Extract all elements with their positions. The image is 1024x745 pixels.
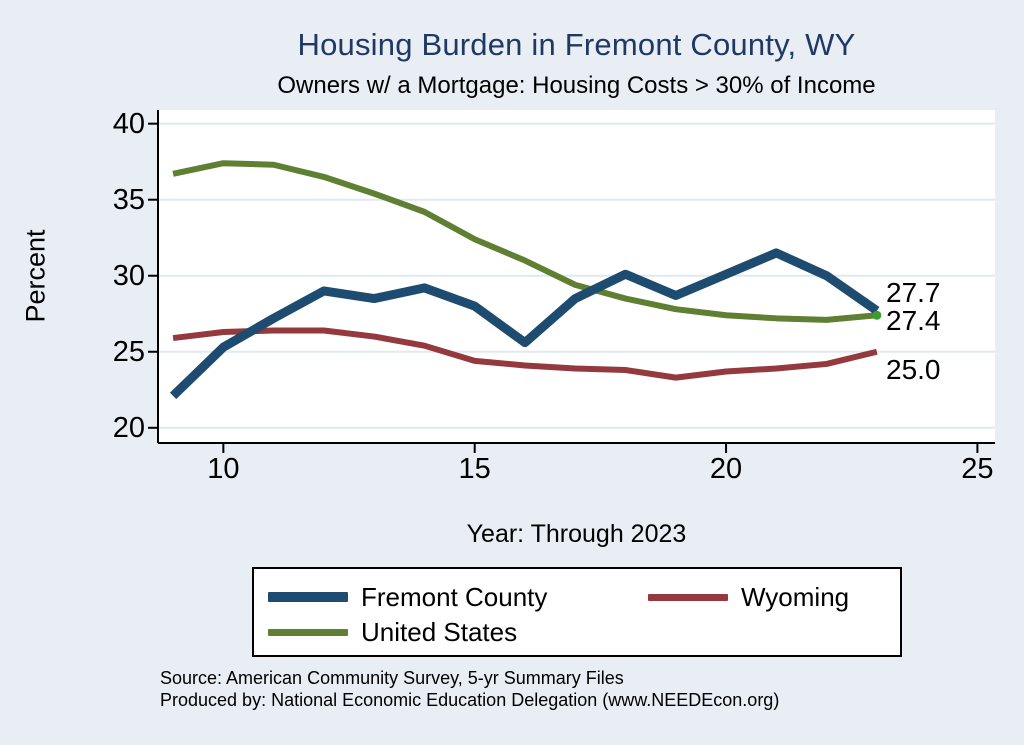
y-tick-label: 30 <box>112 259 145 292</box>
x-axis-title: Year: Through 2023 <box>466 520 687 548</box>
end-value-label-fremont-county: 27.7 <box>886 276 941 308</box>
x-tick-label: 25 <box>961 453 994 485</box>
legend-item-wyoming: Wyoming <box>648 581 849 613</box>
series-end-marker-united-states <box>872 310 882 320</box>
produced-by-note: Produced by: National Economic Education… <box>160 690 780 710</box>
legend-item-fremont-county: Fremont County <box>268 581 547 613</box>
legend-label-wyoming: Wyoming <box>741 581 850 612</box>
end-value-label-united-states: 27.4 <box>886 305 941 337</box>
end-value-label-wyoming: 25.0 <box>886 353 941 385</box>
y-tick-label: 20 <box>112 411 145 444</box>
series-line-wyoming <box>172 327 878 381</box>
series-line-fremont-county <box>169 248 880 400</box>
legend-label-united-states: United States <box>361 616 518 647</box>
source-note: Source: American Community Survey, 5-yr … <box>160 668 624 688</box>
chart-subtitle: Owners w/ a Mortgage: Housing Costs > 30… <box>277 72 876 99</box>
footer-notes: Source: American Community Survey, 5-yr … <box>160 667 1000 711</box>
legend: Fremont County Wyoming United States <box>252 567 902 657</box>
y-tick-label: 25 <box>112 335 145 368</box>
x-tick-label: 15 <box>458 453 491 485</box>
x-tick-label: 10 <box>207 453 240 485</box>
legend-item-united-states: United States <box>268 616 517 648</box>
legend-label-fremont-county: Fremont County <box>361 581 548 612</box>
y-axis-title: Percent <box>20 229 51 323</box>
series-line-united-states <box>172 160 878 323</box>
legend-swatch-wyoming <box>648 593 728 601</box>
legend-swatch-united-states <box>268 628 348 636</box>
y-tick-label: 40 <box>112 107 145 140</box>
x-tick-label: 20 <box>709 453 743 485</box>
chart-title: Housing Burden in Fremont County, WY <box>297 27 856 62</box>
legend-swatch-fremont-county <box>268 592 348 602</box>
y-tick-label: 35 <box>112 183 145 216</box>
